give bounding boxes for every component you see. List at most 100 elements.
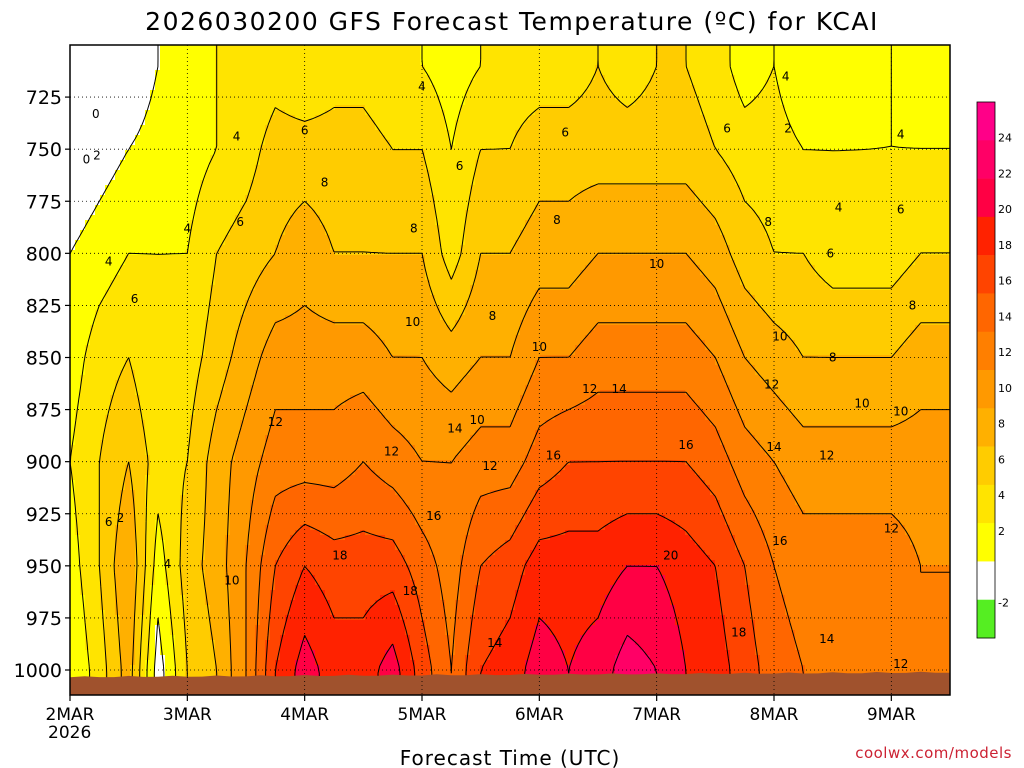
temperature-cell	[400, 95, 406, 101]
temperature-cell	[285, 125, 291, 131]
temperature-cell	[95, 80, 101, 86]
temperature-cell	[550, 70, 556, 76]
temperature-cell	[580, 60, 586, 66]
temperature-cell	[210, 130, 216, 136]
temperature-cell	[475, 90, 481, 96]
temperature-cell	[910, 115, 916, 121]
temperature-cell	[235, 80, 241, 86]
temperature-cell	[410, 165, 416, 171]
temperature-cell	[705, 90, 711, 96]
temperature-cell	[475, 175, 481, 181]
temperature-cell	[290, 95, 296, 101]
temperature-cell	[710, 150, 716, 156]
temperature-cell	[660, 110, 666, 116]
temperature-cell	[925, 105, 931, 111]
temperature-cell	[630, 180, 636, 186]
temperature-cell	[345, 140, 351, 146]
temperature-cell	[510, 175, 516, 181]
temperature-cell	[495, 175, 501, 181]
temperature-cell	[775, 140, 781, 146]
temperature-cell	[375, 60, 381, 66]
temperature-cell	[420, 140, 426, 146]
temperature-cell	[585, 120, 591, 126]
temperature-cell	[900, 55, 906, 61]
temperature-cell	[870, 160, 876, 166]
temperature-cell	[175, 170, 181, 176]
temperature-cell	[865, 100, 871, 106]
temperature-cell	[320, 105, 326, 111]
temperature-cell	[740, 115, 746, 121]
temperature-cell	[785, 85, 791, 91]
temperature-cell	[730, 90, 736, 96]
temperature-cell	[270, 65, 276, 71]
temperature-cell	[100, 160, 106, 166]
temperature-cell	[920, 50, 926, 56]
temperature-cell	[310, 65, 316, 71]
temperature-cell	[370, 125, 376, 131]
temperature-cell	[700, 170, 706, 176]
temperature-cell	[185, 110, 191, 116]
temperature-cell	[915, 95, 921, 101]
temperature-cell	[170, 65, 176, 71]
temperature-cell	[475, 125, 481, 131]
temperature-cell	[315, 110, 321, 116]
temperature-cell	[370, 185, 376, 191]
temperature-cell	[245, 175, 251, 181]
temperature-cell	[590, 140, 596, 146]
temperature-cell	[175, 55, 181, 61]
temperature-cell	[905, 95, 911, 101]
temperature-cell	[610, 80, 616, 86]
temperature-cell	[160, 185, 166, 191]
temperature-cell	[75, 130, 81, 136]
temperature-cell	[80, 85, 86, 91]
temperature-cell	[675, 160, 681, 166]
temperature-cell	[380, 95, 386, 101]
temperature-cell	[225, 145, 231, 151]
temperature-cell	[730, 85, 736, 91]
temperature-cell	[460, 65, 466, 71]
temperature-cell	[730, 135, 736, 141]
temperature-cell	[210, 165, 216, 171]
temperature-cell	[895, 55, 901, 61]
temperature-cell	[580, 80, 586, 86]
temperature-cell	[335, 180, 341, 186]
temperature-cell	[405, 165, 411, 171]
temperature-cell	[840, 65, 846, 71]
temperature-cell	[915, 155, 921, 161]
temperature-cell	[765, 115, 771, 121]
temperature-cell	[75, 155, 81, 161]
temperature-cell	[255, 65, 261, 71]
temperature-cell	[125, 90, 131, 96]
temperature-cell	[395, 130, 401, 136]
temperature-cell	[395, 155, 401, 161]
temperature-cell	[70, 80, 76, 86]
temperature-cell	[225, 105, 231, 111]
temperature-cell	[810, 90, 816, 96]
temperature-cell	[500, 65, 506, 71]
temperature-cell	[315, 85, 321, 91]
temperature-cell	[355, 75, 361, 81]
temperature-cell	[865, 80, 871, 86]
temperature-cell	[785, 170, 791, 176]
temperature-cell	[345, 75, 351, 81]
temperature-cell	[580, 150, 586, 156]
temperature-cell	[210, 125, 216, 131]
temperature-cell	[360, 165, 366, 171]
temperature-cell	[845, 50, 851, 56]
temperature-cell	[235, 115, 241, 121]
temperature-cell	[430, 95, 436, 101]
temperature-cell	[820, 95, 826, 101]
temperature-cell	[845, 130, 851, 136]
temperature-cell	[175, 70, 181, 76]
temperature-cell	[270, 140, 276, 146]
temperature-cell	[545, 100, 551, 106]
temperature-cell	[905, 55, 911, 61]
temperature-cell	[900, 100, 906, 106]
temperature-cell	[430, 175, 436, 181]
temperature-cell	[310, 45, 316, 51]
temperature-cell	[230, 55, 236, 61]
temperature-cell	[365, 130, 371, 136]
temperature-cell	[440, 60, 446, 66]
temperature-cell	[300, 70, 306, 76]
temperature-cell	[130, 85, 136, 91]
